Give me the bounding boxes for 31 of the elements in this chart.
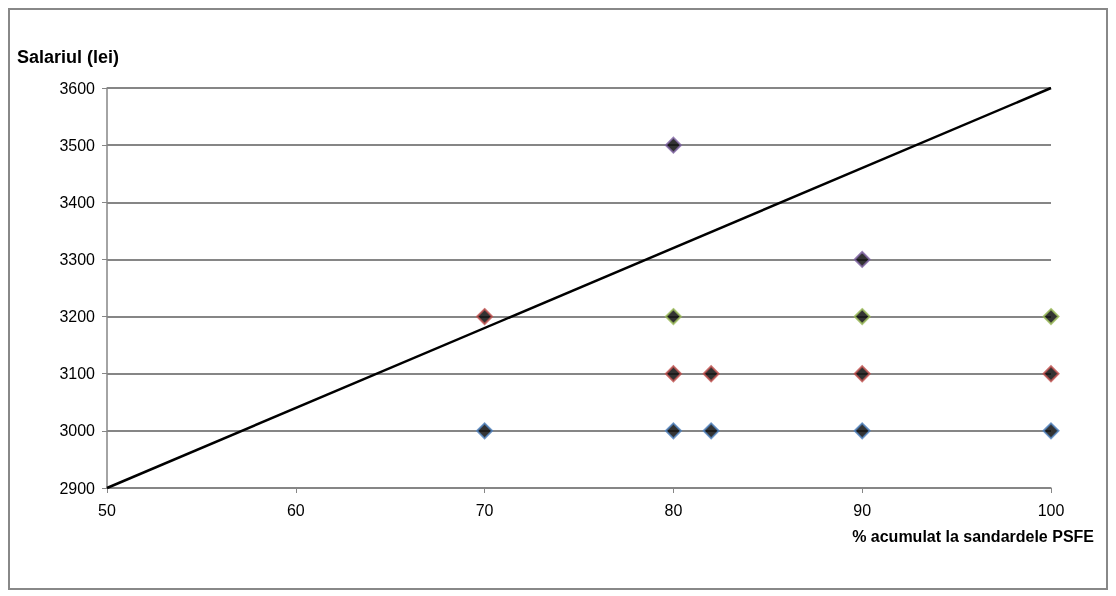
- point: [853, 250, 871, 268]
- y-tick-label: 2900: [59, 479, 96, 497]
- point: [664, 365, 682, 383]
- point: [664, 308, 682, 326]
- point: [664, 136, 682, 154]
- point: [1042, 365, 1060, 383]
- point: [476, 308, 494, 326]
- x-tick-label: 100: [1037, 501, 1065, 519]
- x-axis-title: % acumulat la sandardele PSFE: [852, 527, 1095, 545]
- x-tick-label: 70: [475, 501, 494, 519]
- x-tick-label: 50: [98, 501, 116, 519]
- point: [853, 365, 871, 383]
- point: [853, 422, 871, 440]
- point: [853, 308, 871, 326]
- x-tick-label: 60: [286, 501, 305, 519]
- point: [1042, 422, 1060, 440]
- x-tick-label: 80: [664, 501, 683, 519]
- y-tick-label: 3000: [59, 422, 96, 440]
- y-tick-label: 3200: [59, 308, 96, 326]
- y-tick-label: 3300: [59, 250, 96, 268]
- y-tick-label: 3100: [59, 365, 96, 383]
- y-axis-title: Salariul (lei): [17, 47, 120, 67]
- point: [1042, 308, 1060, 326]
- y-tick-label: 3600: [59, 79, 96, 97]
- y-tick-label: 3500: [59, 136, 96, 154]
- point: [476, 422, 494, 440]
- y-tick-label: 3400: [59, 193, 96, 211]
- point: [664, 422, 682, 440]
- point: [702, 365, 720, 383]
- x-tick-label: 90: [853, 501, 872, 519]
- point: [702, 422, 720, 440]
